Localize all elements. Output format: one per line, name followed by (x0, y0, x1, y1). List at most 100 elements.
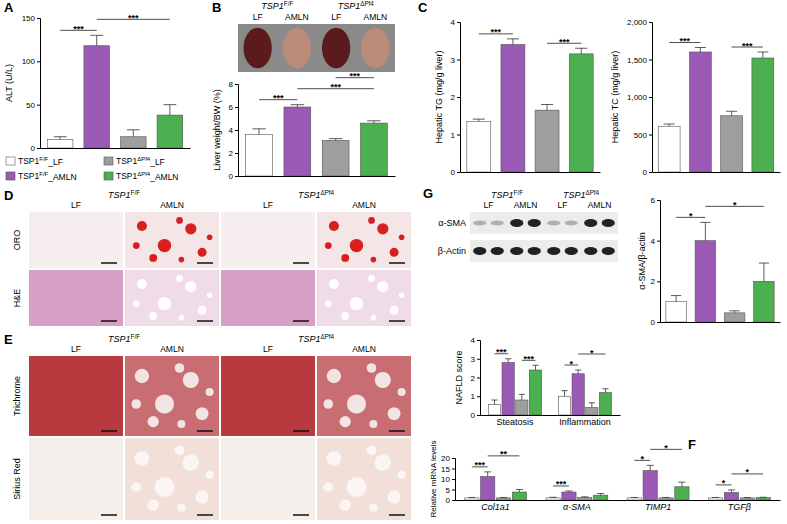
error-bar-cap (575, 370, 581, 371)
legend-label: TSP1ΔPf4_LF (116, 156, 165, 167)
micrograph-texture (147, 500, 158, 511)
error-bar-cap (491, 400, 497, 401)
micrograph-texture (206, 388, 214, 396)
micrograph-texture (327, 451, 342, 466)
y-tick: 2,000 (627, 18, 652, 27)
column-header: AMLN (364, 12, 388, 22)
micrograph-texture (371, 257, 377, 263)
error-bar-cap (329, 138, 342, 139)
micrograph-texture (133, 242, 140, 249)
column-group-header: TSP1ΔPf4 (298, 189, 335, 200)
row-label: ORO (12, 230, 22, 251)
column-group-header: TSP1F/F (491, 189, 523, 200)
y-axis-title: α-SMA/β-actin (637, 232, 647, 289)
micrograph-texture (155, 477, 175, 497)
error-bar (484, 472, 491, 477)
significance-label: * (664, 443, 668, 453)
y-tick-mark (235, 84, 238, 85)
bar (47, 139, 73, 148)
bar (558, 396, 570, 415)
y-tick-mark (477, 378, 480, 379)
micrograph (125, 438, 219, 520)
micrograph-texture (176, 217, 183, 224)
error-bar (730, 311, 740, 313)
legend-item: TSP1ΔPf4_LF (104, 156, 165, 167)
y-tick: 2 (471, 374, 480, 383)
x-tick: TIMP1 (645, 500, 672, 512)
micrograph-texture (341, 312, 349, 320)
image-panel: ETSP1F/FTSP1ΔPf4LFAMLNLFAMLNTrichromeSir… (4, 332, 411, 520)
micrograph-texture (135, 369, 149, 383)
superscript: ΔPf4 (137, 171, 151, 177)
micrograph-texture (185, 281, 196, 292)
error-bar-stem (564, 391, 565, 397)
y-axis-title: Liver weight/BW (%) (212, 89, 222, 171)
micrograph-texture (183, 372, 199, 388)
y-axis: 01234 (451, 18, 461, 177)
bar (689, 52, 711, 172)
bar (562, 492, 576, 500)
image-panel: DTSP1F/FTSP1ΔPf4LFAMLNLFAMLNOROH&E (4, 188, 411, 326)
y-tick: 100 (22, 57, 40, 66)
micrograph (29, 212, 123, 268)
y-tick-mark (235, 176, 238, 177)
error-bar-stem (508, 359, 509, 363)
y-tick: 4 (229, 126, 238, 135)
error-bar-stem (578, 370, 579, 374)
y-tick-label: 5 (446, 486, 451, 495)
y-axis: 0246 (651, 196, 661, 327)
y-tick: 1 (451, 131, 460, 140)
bar (659, 498, 673, 500)
micrograph-texture (158, 239, 171, 252)
error-bar-stem (681, 482, 682, 487)
error-bar (695, 48, 706, 53)
column-group-header: TSP1F/F (108, 189, 140, 200)
y-tick-label: 1 (471, 392, 476, 401)
column-group-header: TSP1ΔPf4 (298, 333, 335, 344)
error-bar-cap (565, 490, 572, 491)
y-tick: 15 (441, 465, 455, 474)
x-tick: α-SMA (563, 500, 591, 512)
chart: 05101520Col1a1α-SMATIMP1TGFβ************… (429, 437, 781, 517)
y-tick-mark (649, 97, 652, 98)
plot-area (467, 39, 593, 172)
micrograph-texture (198, 306, 207, 315)
scale-bar (293, 514, 309, 516)
micrograph (221, 270, 315, 326)
bar (481, 476, 495, 500)
micrograph-texture (148, 416, 159, 427)
micrograph-texture (368, 275, 375, 282)
scale-bar (101, 320, 117, 322)
chart: 050100150******ALT (U/L)A (4, 0, 191, 153)
micrograph-texture (207, 234, 213, 240)
y-tick-label: 4 (451, 18, 456, 27)
error-bar-stem (700, 48, 701, 53)
superscript: F/F (131, 189, 141, 196)
text-part: _AMLN (47, 172, 76, 182)
error-bar-cap (575, 48, 587, 49)
error-bar-cap (516, 489, 523, 490)
error-bar (671, 296, 681, 302)
bar (569, 54, 593, 172)
y-tick-mark (37, 18, 40, 19)
y-tick: 6 (229, 103, 238, 112)
x-tick-label: Col1a1 (481, 502, 510, 512)
micrograph-texture (196, 490, 209, 503)
micrograph-texture (158, 297, 171, 310)
error-bar-cap (505, 358, 511, 359)
bar (501, 45, 525, 173)
text-part: _LF (47, 157, 63, 167)
blot-band (547, 221, 560, 226)
row-label: β-Actin (438, 246, 466, 256)
y-tick-label: 2 (471, 374, 476, 383)
text-part: TSP1 (261, 1, 284, 11)
blot-band (473, 221, 486, 226)
column-header: LF (71, 200, 81, 210)
error-bar-cap (367, 120, 380, 121)
column-group-header: TSP1ΔPf4 (563, 189, 600, 200)
y-axis: 05101520 (441, 454, 455, 505)
micrograph-texture (367, 363, 377, 373)
bar (572, 374, 584, 415)
bar (502, 363, 514, 416)
bar (658, 126, 680, 172)
